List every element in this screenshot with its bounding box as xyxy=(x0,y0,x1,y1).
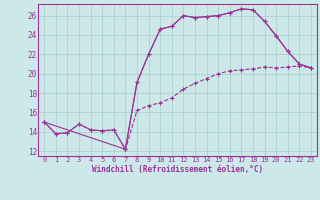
X-axis label: Windchill (Refroidissement éolien,°C): Windchill (Refroidissement éolien,°C) xyxy=(92,165,263,174)
